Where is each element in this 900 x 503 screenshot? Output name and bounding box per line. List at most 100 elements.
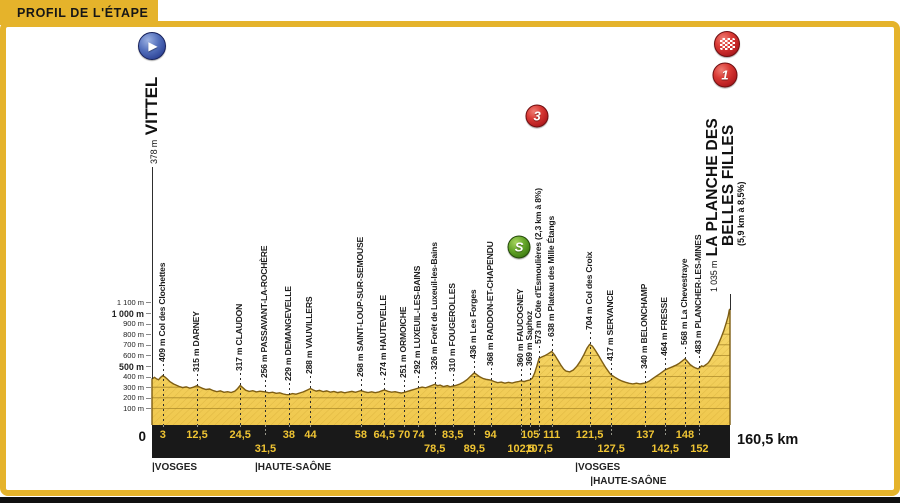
y-axis-tick bbox=[146, 302, 151, 304]
waypoint-connector-line bbox=[665, 357, 667, 425]
waypoint-connector-line bbox=[360, 378, 362, 425]
profile-area bbox=[152, 309, 730, 425]
waypoint-connector-line bbox=[684, 346, 686, 425]
finish-name-line2: BELLES FILLES bbox=[719, 124, 737, 246]
km-tick-label: 111 bbox=[543, 429, 561, 441]
km-tick-label: 89,5 bbox=[463, 443, 486, 455]
waypoint-connector-line bbox=[490, 367, 492, 425]
waypoint-connector-line bbox=[521, 368, 523, 425]
waypoint-label: 256 m PASSAVANT-LA-ROCHÈRE bbox=[259, 245, 270, 378]
y-axis-tick bbox=[146, 387, 151, 389]
waypoint-label: 251 m ORMOICHE bbox=[398, 307, 409, 379]
waypoint-label: 483 m PLANCHER-LES-MINES bbox=[693, 234, 704, 354]
y-axis-label: 100 m bbox=[123, 403, 144, 413]
y-axis-label: 1 000 m bbox=[111, 308, 144, 319]
waypoint-label: 315 m DARNEY bbox=[191, 310, 201, 372]
y-axis-tick bbox=[146, 408, 151, 410]
km-bar-tick bbox=[645, 425, 647, 429]
km-tick-label: 152 bbox=[690, 443, 709, 455]
y-axis-label: 400 m bbox=[123, 372, 144, 382]
km-tick-label: 38 bbox=[282, 429, 295, 441]
department-label: |HAUTE-SAÔNE bbox=[590, 476, 667, 487]
department-label: |VOSGES bbox=[152, 462, 198, 473]
start-elevation: 378 m bbox=[149, 139, 159, 164]
play-glyph: ▶ bbox=[148, 39, 158, 53]
km-bar-tick bbox=[310, 425, 312, 429]
km-bar-tick bbox=[360, 425, 362, 429]
waypoint-connector-line bbox=[197, 373, 198, 425]
km-tick-label: 70 bbox=[397, 429, 411, 441]
km-bar-tick bbox=[288, 425, 290, 429]
start-icon: ▶ bbox=[138, 32, 166, 60]
waypoint-label: 340 m BELONCHAMP bbox=[639, 283, 650, 369]
km-bar-tick bbox=[434, 425, 436, 436]
profile-edge-line bbox=[151, 307, 731, 425]
waypoint-connector-line bbox=[645, 370, 647, 425]
waypoint-label: 368 m RADDON-ET-CHAPENDU bbox=[484, 241, 495, 366]
y-axis-zero-label: 0 bbox=[138, 429, 146, 444]
waypoint-label: 704 m Col des Croix bbox=[583, 252, 594, 331]
y-axis-label: 800 m bbox=[123, 329, 144, 339]
waypoint-label: 268 m SAINT-LOUP-SUR-SEMOUSE bbox=[354, 236, 365, 377]
start-label: 378 m VITTEL bbox=[142, 76, 163, 164]
km-bar-tick bbox=[611, 425, 613, 436]
km-tick-label: 105 bbox=[520, 429, 540, 441]
y-axis-label: 900 m bbox=[123, 319, 144, 329]
finish-connector-line bbox=[730, 294, 731, 310]
category-1-climb-icon: 1 bbox=[712, 62, 738, 88]
y-axis-tick bbox=[146, 313, 151, 314]
waypoint-connector-line bbox=[310, 376, 312, 425]
waypoint-label: 317 m CLAUDON bbox=[234, 304, 245, 372]
waypoint-connector-line bbox=[418, 376, 420, 425]
km-tick-label: 24,5 bbox=[229, 429, 251, 441]
km-bar-tick bbox=[684, 425, 686, 429]
km-bar-tick bbox=[404, 425, 406, 429]
sprint-label: S bbox=[514, 239, 524, 255]
y-axis-tick bbox=[146, 334, 151, 336]
start-name: VITTEL bbox=[142, 76, 161, 136]
waypoint-label: 638 m Plateau des Mille Étangs bbox=[545, 216, 556, 338]
y-axis-label: 200 m bbox=[123, 393, 144, 403]
km-bar-tick bbox=[197, 425, 198, 429]
km-bar-tick bbox=[530, 425, 532, 429]
sprint-icon: S bbox=[507, 235, 531, 259]
waypoint-label: 288 m VAUVILLERS bbox=[304, 297, 315, 375]
km-tick-label: 83,5 bbox=[441, 429, 464, 441]
y-axis-label: 600 m bbox=[123, 350, 144, 360]
km-tick-label: 58 bbox=[354, 429, 367, 441]
category-3-climb-icon: 3 bbox=[525, 104, 549, 128]
km-bar-tick bbox=[490, 425, 492, 429]
km-bar-tick bbox=[240, 425, 242, 429]
department-label: |VOSGES bbox=[575, 462, 621, 473]
y-axis-tick bbox=[146, 355, 151, 357]
y-axis-tick bbox=[146, 344, 151, 346]
department-label: |HAUTE-SAÔNE bbox=[254, 462, 332, 473]
finish-flag-icon bbox=[714, 31, 740, 57]
km-tick-label: 3 bbox=[159, 429, 166, 441]
waypoint-label: 464 m FRESSE bbox=[659, 297, 670, 356]
waypoint-connector-line bbox=[265, 379, 267, 425]
waypoint-connector-line bbox=[474, 360, 476, 425]
km-tick-label: 44 bbox=[304, 429, 317, 441]
banner-title: PROFIL DE L'ÉTAPE bbox=[17, 5, 149, 20]
waypoint-connector-line bbox=[434, 372, 436, 425]
bottom-strip bbox=[0, 497, 900, 503]
waypoint-label: 573 m Côte d'Esmoulières (2,3 km à 8%) bbox=[533, 188, 544, 345]
km-bar-tick bbox=[551, 425, 553, 429]
start-connector-line bbox=[152, 167, 153, 379]
km-tick-label: 142,5 bbox=[651, 443, 679, 455]
km-bar-tick bbox=[539, 425, 541, 436]
km-bar-tick bbox=[384, 425, 386, 429]
checkered-flag-pattern bbox=[719, 38, 735, 50]
waypoint-label: 409 m Col des Clochettes bbox=[156, 262, 167, 362]
waypoint-connector-line bbox=[699, 355, 701, 425]
km-tick-label: 12,5 bbox=[186, 429, 208, 441]
km-bar-tick bbox=[474, 425, 476, 436]
y-axis-tick bbox=[146, 376, 151, 378]
waypoint-label: 568 m La Chevestraye bbox=[678, 258, 689, 345]
y-axis-label: 700 m bbox=[123, 340, 144, 350]
waypoint-connector-line bbox=[288, 382, 290, 425]
km-tick-label: 94 bbox=[484, 429, 497, 441]
waypoint-label: 326 m Forêt de Luxeuil-les-Bains bbox=[428, 242, 439, 371]
